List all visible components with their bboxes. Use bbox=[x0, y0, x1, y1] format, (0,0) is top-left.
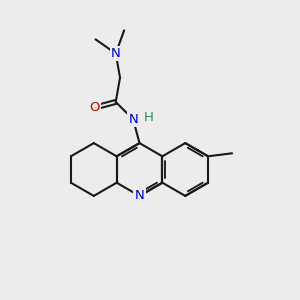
Text: O: O bbox=[90, 101, 100, 114]
Text: N: N bbox=[111, 47, 121, 60]
Text: N: N bbox=[128, 113, 138, 126]
Text: H: H bbox=[144, 111, 154, 124]
Text: N: N bbox=[135, 189, 144, 203]
